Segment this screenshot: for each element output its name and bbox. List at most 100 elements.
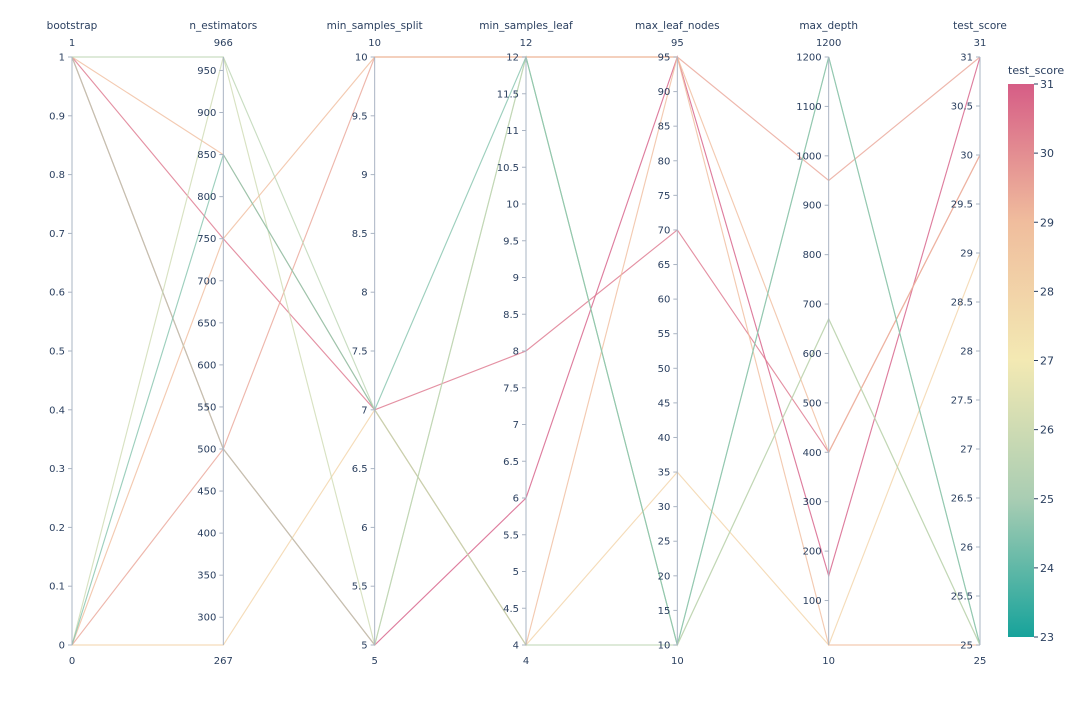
axis-tick-label: 0.6 [49,288,65,299]
axis-tick-label: 8.5 [352,229,368,240]
axis-title: min_samples_split [327,20,423,32]
axis-n-estimators: n_estimators 966 267 300 350 400 450 500 550 600 6… [189,20,257,667]
axis-tick-label: 5 [513,567,519,578]
axis-tick-label: 500 [197,445,216,456]
axis-tick-label: 40 [658,433,671,444]
axis-tick-label: 350 [197,571,216,582]
axis-tick-label: 45 [658,398,671,409]
colorbar-ticks: 23 24 25 26 27 28 29 30 31 [1034,78,1054,644]
axis-tick-label: 4.5 [503,604,519,615]
axis-tick-label: 60 [658,295,671,306]
axis-tick-label: 12 [506,53,519,64]
axis-range-min-label: 4 [523,656,529,667]
axis-tick-label: 30.5 [951,102,973,113]
axis-range-min-label: 10 [671,656,684,667]
colorbar-tick-label: 31 [1040,78,1054,91]
axis-range-max-label: 10 [368,38,381,49]
axis-tick-label: 65 [658,260,671,271]
axis-tick-label: 450 [197,487,216,498]
axis-tick-label: 6 [513,494,519,505]
axis-tick-label: 25 [960,641,973,652]
axis-title: bootstrap [47,20,98,32]
axis-title: max_leaf_nodes [635,20,720,32]
axis-range-max-label: 1200 [816,38,841,49]
axis-tick-label: 0 [59,641,65,652]
axis-tick-label: 700 [197,276,216,287]
axis-title: max_depth [799,20,858,32]
axis-tick-label: 26.5 [951,494,973,505]
axis-range-max-label: 12 [520,38,533,49]
axis-tick-label: 11.5 [497,89,519,100]
axis-title: test_score [953,20,1007,32]
axis-tick-label: 650 [197,318,216,329]
axis-bootstrap: bootstrap 1 00 0.1 0.2 0.3 0.4 0.5 0.6 0.7 0.8 0.9 1 [47,20,98,667]
axis-tick-label: 8.5 [503,310,519,321]
axis-tick-label: 0.2 [49,523,65,534]
axis-tick-label: 5 [361,641,367,652]
axis-tick-label: 550 [197,402,216,413]
axis-tick-label: 5.5 [503,530,519,541]
colorbar-tick-label: 26 [1040,424,1054,437]
axis-tick-label: 900 [803,201,822,212]
axis-tick-label: 300 [197,613,216,624]
axis-tick-label: 7.5 [503,383,519,394]
axis-tick-label: 500 [803,398,822,409]
axis-tick-label: 75 [658,191,671,202]
axis-tick-label: 1000 [796,151,821,162]
axis-range-max-label: 31 [974,38,987,49]
axis-tick-label: 9.5 [503,236,519,247]
axes-layer: bootstrap1000.10.20.30.40.50.60.70.80.91… [47,20,1007,667]
axis-max-depth: max_depth 1200 10 100 200 300 400 500 600 700 800 9… [796,20,858,667]
axis-tick-label: 800 [197,192,216,203]
axis-tick-label: 6.5 [352,464,368,475]
axis-tick-label: 6.5 [503,457,519,468]
axis-title: n_estimators [189,20,257,32]
axis-tick-label: 0.7 [49,229,65,240]
axis-tick-label: 700 [803,300,822,311]
axis-tick-label: 90 [658,87,671,98]
axis-tick-label: 600 [197,360,216,371]
axis-tick-label: 900 [197,108,216,119]
axis-min-samples-leaf: min_samples_leaf 12 44 4.5 5 5.5 6 6.5 7 7.5 8 8.5 9… [479,20,573,667]
axis-tick-label: 10 [355,53,368,64]
axis-tick-label: 95 [658,53,671,64]
colorbar-tick-label: 30 [1040,147,1054,160]
axis-tick-label: 0.3 [49,464,65,475]
axis-tick-label: 9 [513,273,519,284]
axis-tick-label: 80 [658,156,671,167]
axis-tick-label: 10 [658,641,671,652]
axis-tick-label: 28 [960,347,973,358]
axis-tick-label: 4 [513,641,519,652]
colorbar-tick-label: 28 [1040,285,1054,298]
axis-tick-label: 100 [803,596,822,607]
axis-range-min-label: 0 [69,656,75,667]
axis-tick-label: 30 [960,151,973,162]
axis-tick-label: 400 [197,529,216,540]
colorbar-title: test_score [1008,64,1064,77]
axis-range-min-label: 267 [214,656,233,667]
colorbar-gradient-bar [1008,84,1034,637]
axis-tick-label: 30 [658,502,671,513]
colorbar-tick-label: 24 [1040,562,1054,575]
axis-tick-label: 7 [361,405,367,416]
axis-range-min-label: 25 [974,656,987,667]
axis-tick-label: 300 [803,497,822,508]
axis-tick-label: 750 [197,234,216,245]
axis-tick-label: 26 [960,543,973,554]
axis-title: min_samples_leaf [479,20,573,32]
colorbar-tick-label: 29 [1040,216,1054,229]
axis-range-max-label: 966 [214,38,233,49]
axis-tick-label: 850 [197,150,216,161]
axis-range-max-label: 95 [671,38,684,49]
axis-tick-label: 600 [803,349,822,360]
axis-tick-label: 9 [361,170,367,181]
axis-tick-label: 200 [803,547,822,558]
axis-tick-label: 25.5 [951,592,973,603]
axis-tick-label: 8 [513,347,519,358]
axis-tick-label: 8 [361,288,367,299]
axis-tick-label: 28.5 [951,298,973,309]
axis-tick-label: 70 [658,225,671,236]
axis-range-max-label: 1 [69,38,75,49]
axis-tick-label: 0.8 [49,170,65,181]
